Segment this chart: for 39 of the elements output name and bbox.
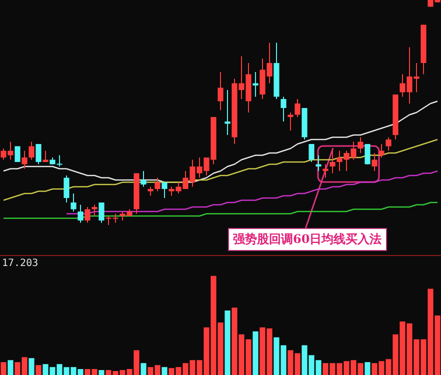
candlestick (294, 98, 300, 118)
bar (140, 363, 146, 375)
bar (36, 365, 42, 375)
bar (0, 362, 6, 375)
candlestick (98, 202, 104, 224)
candlestick (364, 144, 370, 165)
bar (28, 358, 34, 375)
candlestick (218, 72, 224, 111)
candlestick (154, 177, 160, 192)
candlestick (358, 136, 364, 154)
candlestick (224, 90, 230, 136)
bar (252, 331, 258, 375)
text: 17.203 (2, 258, 38, 269)
candlestick (378, 144, 384, 158)
candlestick (84, 206, 90, 224)
candlestick (78, 204, 84, 224)
candlestick (64, 175, 70, 203)
candlestick (288, 112, 294, 131)
bar (224, 310, 230, 375)
bar (364, 362, 370, 375)
candlestick (28, 141, 34, 160)
candlestick (372, 152, 378, 172)
candlestick (316, 154, 322, 172)
candlestick (322, 164, 328, 178)
candlestick (308, 144, 314, 162)
candlestick (280, 96, 286, 122)
bar (162, 367, 168, 375)
bar (98, 370, 104, 375)
bar (8, 360, 14, 375)
candlestick (70, 193, 76, 212)
candlestick (36, 144, 42, 165)
candlestick (386, 136, 392, 152)
candlestick (92, 204, 98, 216)
candlestick (252, 72, 258, 98)
candlestick (22, 150, 28, 170)
candlestick (162, 182, 168, 198)
candlestick (140, 170, 146, 188)
text: 强势股回调60日均线买入法 (228, 228, 387, 251)
candlestick (330, 150, 336, 174)
